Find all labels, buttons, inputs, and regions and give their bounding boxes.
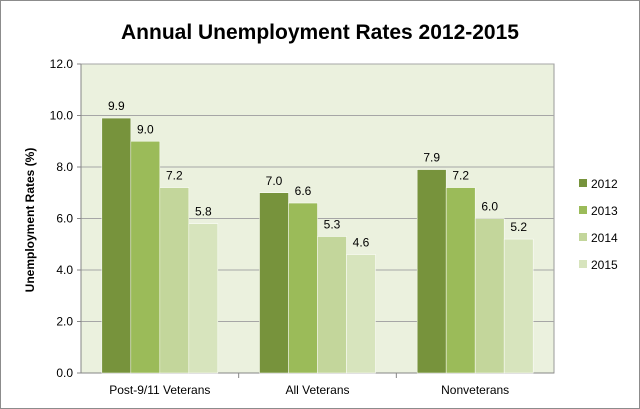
x-category-label: All Veterans <box>285 383 349 397</box>
legend-label: 2013 <box>591 204 618 218</box>
bar <box>288 202 318 374</box>
y-axis-label: Unemployment Rates (%) <box>23 148 37 293</box>
legend-swatch <box>579 233 587 241</box>
y-tick-label: 12.0 <box>50 57 74 71</box>
bar <box>503 238 534 374</box>
data-label: 5.3 <box>324 218 341 232</box>
data-label: 5.8 <box>195 205 212 219</box>
data-label: 4.6 <box>353 236 370 250</box>
y-tick-label: 8.0 <box>56 160 73 174</box>
data-label: 7.9 <box>423 151 440 165</box>
data-label: 6.6 <box>295 184 312 198</box>
bar <box>101 117 132 374</box>
chart-title: Annual Unemployment Rates 2012-2015 <box>121 21 519 44</box>
bar <box>317 236 347 374</box>
legend-label: 2015 <box>591 258 618 272</box>
data-label: 9.9 <box>108 99 125 113</box>
y-tick-label: 0.0 <box>56 366 73 380</box>
legend-swatch <box>579 260 587 268</box>
y-tick-label: 4.0 <box>56 263 73 277</box>
data-label: 7.2 <box>452 169 469 183</box>
legend-swatch <box>579 179 587 187</box>
data-label: 7.2 <box>166 169 183 183</box>
data-label: 7.0 <box>266 174 283 188</box>
data-label: 5.2 <box>510 220 527 234</box>
data-label: 6.0 <box>481 200 498 214</box>
bar <box>130 141 161 374</box>
bar <box>159 187 190 374</box>
legend-label: 2014 <box>591 231 618 245</box>
legend-swatch <box>579 206 587 214</box>
y-tick-label: 6.0 <box>56 212 73 226</box>
legend-label: 2012 <box>591 177 618 191</box>
legend: 2012 2013 2014 2015 <box>579 177 618 272</box>
bar <box>188 223 219 374</box>
x-category-label: Nonveterans <box>441 383 509 397</box>
y-tick-label: 2.0 <box>56 315 73 329</box>
bar <box>259 192 289 374</box>
bar <box>416 169 447 374</box>
bar <box>346 254 376 374</box>
y-tick-label: 10.0 <box>50 109 74 123</box>
x-category-label: Post-9/11 Veterans <box>109 383 210 397</box>
bar <box>474 218 505 374</box>
plot-area: 0.0 2.0 4.0 6.0 8.0 10.0 12.0 9.9 9.0 7.2 5.8 Post-… <box>50 57 555 397</box>
data-label: 9.0 <box>137 122 154 136</box>
bar <box>445 187 476 374</box>
